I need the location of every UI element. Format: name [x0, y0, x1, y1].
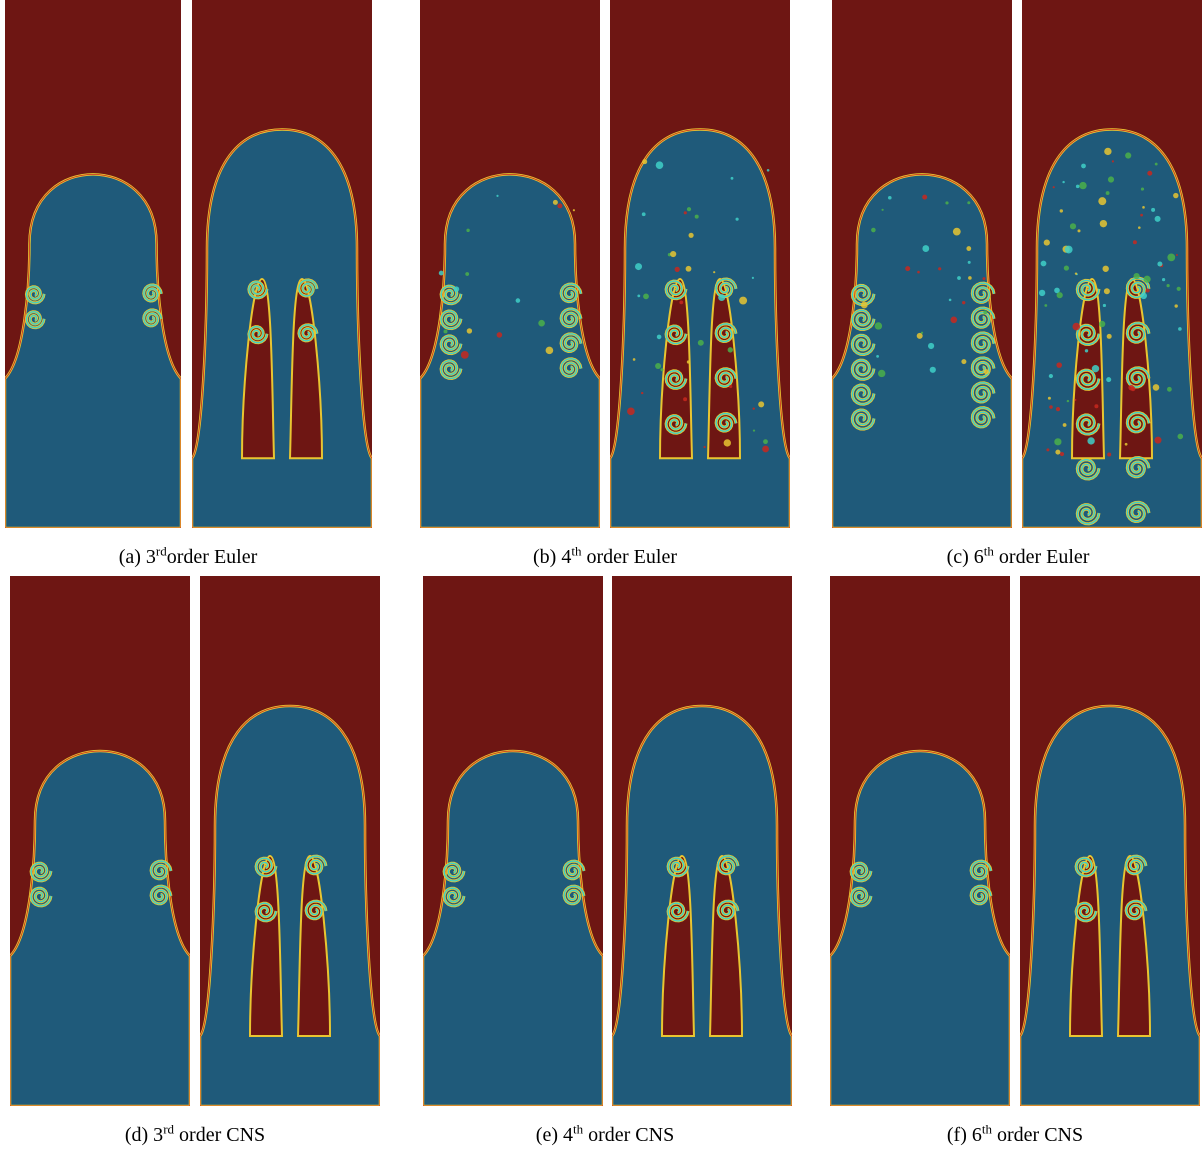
- bubble: [612, 704, 792, 1106]
- bubble: [200, 704, 380, 1106]
- panel-e-late: [612, 576, 792, 1106]
- bubble: [1020, 704, 1200, 1106]
- caption-a: (a) 3rdorder Euler: [118, 543, 258, 568]
- panel-e-early: [423, 576, 603, 1106]
- panel-a-early: [5, 0, 181, 528]
- caption-c: (c) 6th order Euler: [946, 543, 1090, 568]
- bubble: [610, 128, 790, 528]
- bubble: [5, 173, 181, 528]
- panel-d-early: [10, 576, 190, 1106]
- bubble: [420, 173, 600, 528]
- caption-e: (e) 4th order CNS: [535, 1121, 675, 1146]
- bubble: [423, 749, 603, 1106]
- panel-d-late: [200, 576, 380, 1106]
- panel-f-early: [830, 576, 1010, 1106]
- panel-b-early: [420, 0, 600, 528]
- panel-a-late: [192, 0, 372, 528]
- bubble: [192, 128, 372, 528]
- panel-c-late: [1022, 0, 1202, 528]
- bubble: [830, 749, 1010, 1106]
- bubble: [10, 749, 190, 1106]
- caption-f: (f) 6th order CNS: [946, 1121, 1084, 1146]
- panel-f-late: [1020, 576, 1200, 1106]
- caption-d: (d) 3rd order CNS: [124, 1121, 266, 1146]
- bubble: [832, 173, 1012, 528]
- panel-c-early: [832, 0, 1012, 528]
- bubble: [1022, 128, 1202, 528]
- panel-b-late: [610, 0, 790, 528]
- caption-b: (b) 4th order Euler: [533, 543, 677, 568]
